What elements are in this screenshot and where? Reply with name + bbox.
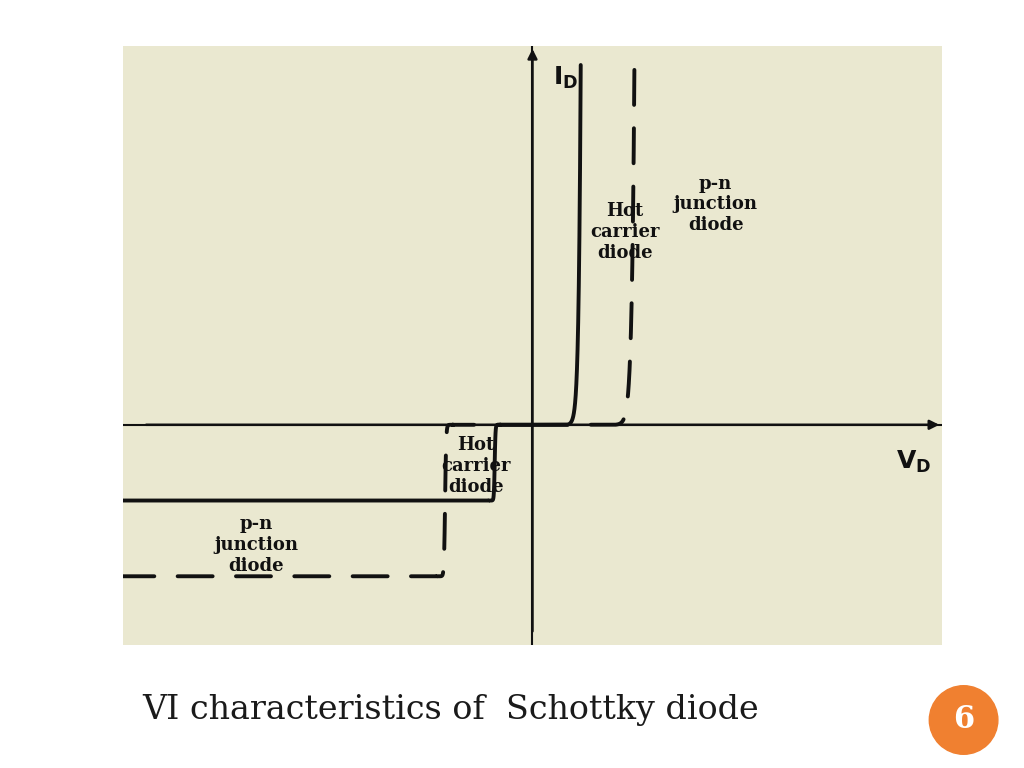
Text: p-n
junction
diode: p-n junction diode xyxy=(214,515,298,575)
Text: 6: 6 xyxy=(953,704,974,736)
Text: Hot
carrier
diode: Hot carrier diode xyxy=(590,202,659,262)
Circle shape xyxy=(930,686,997,754)
Text: VI characteristics of  Schottky diode: VI characteristics of Schottky diode xyxy=(142,694,759,727)
Text: $\mathbf{I_D}$: $\mathbf{I_D}$ xyxy=(553,65,578,91)
Text: $\mathbf{V_D}$: $\mathbf{V_D}$ xyxy=(896,449,931,475)
Text: p-n
junction
diode: p-n junction diode xyxy=(674,174,758,234)
Text: Hot
carrier
diode: Hot carrier diode xyxy=(441,436,511,496)
